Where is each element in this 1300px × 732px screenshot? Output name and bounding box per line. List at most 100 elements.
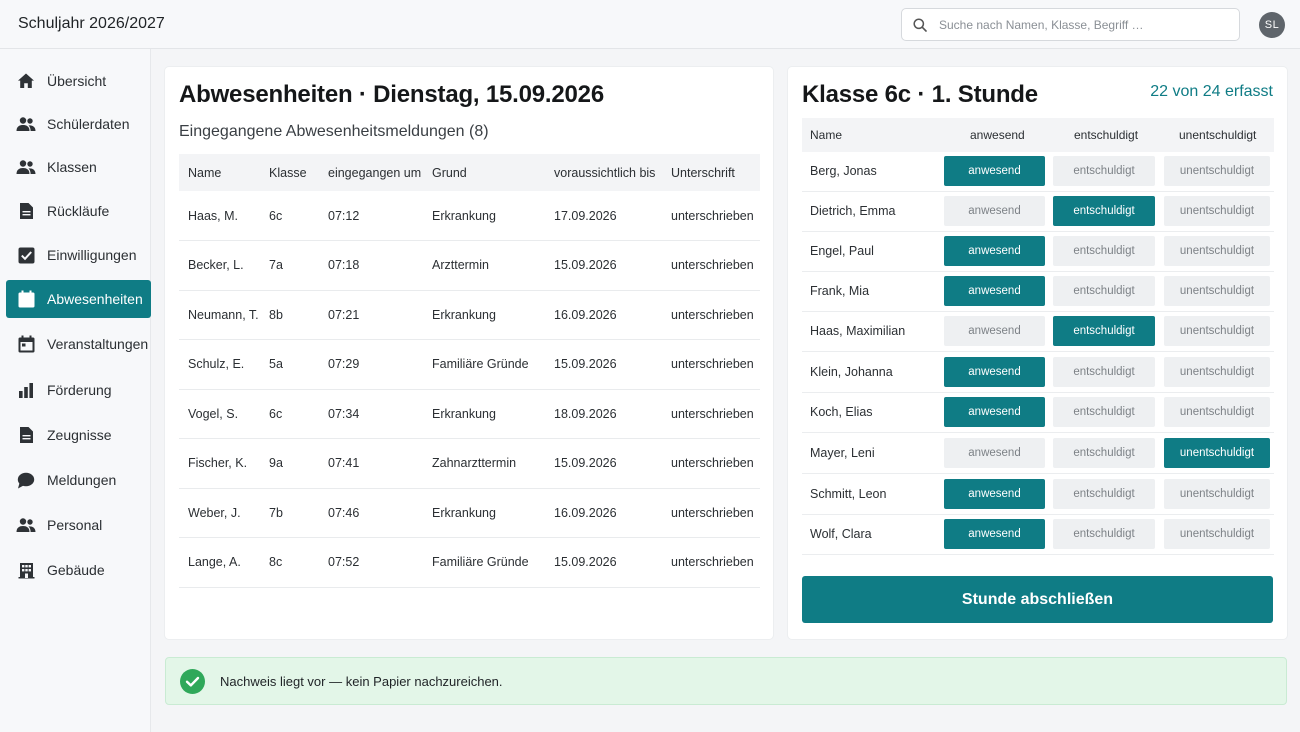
cell-class: 5a	[260, 339, 319, 390]
status-unexcused-button[interactable]: unentschuldigt	[1164, 316, 1270, 346]
sidebar-item-foerderung[interactable]: Förderung	[6, 371, 151, 409]
attendance-row: Klein, Johanna anwesend entschuldigt unents…	[802, 353, 1274, 393]
status-present-button[interactable]: anwesend	[944, 316, 1045, 346]
cell-until: 15.09.2026	[545, 339, 662, 390]
attendance-row: Engel, Paul anwesend entschuldigt unentschu…	[802, 232, 1274, 272]
status-present-button[interactable]: anwesend	[944, 236, 1045, 266]
status-present-button[interactable]: anwesend	[944, 438, 1045, 468]
building-icon	[16, 560, 36, 580]
status-unexcused-button[interactable]: unentschuldigt	[1164, 479, 1270, 509]
sidebar-item-gebaeude[interactable]: Gebäude	[6, 551, 151, 589]
document-icon	[16, 425, 36, 445]
sidebar-item-label: Schülerdaten	[47, 116, 130, 132]
status-excused-button[interactable]: entschuldigt	[1053, 357, 1155, 387]
status-present-button[interactable]: anwesend	[944, 196, 1045, 226]
student-name: Dietrich, Emma	[810, 204, 896, 218]
people-icon	[16, 157, 36, 177]
student-name: Koch, Elias	[810, 405, 873, 419]
student-name: Haas, Maximilian	[810, 324, 906, 338]
sidebar-item-schuelerdaten[interactable]: Schülerdaten	[6, 105, 151, 143]
cell-name: Vogel, S.	[179, 389, 260, 439]
student-name: Engel, Paul	[810, 244, 874, 258]
table-row[interactable]: Vogel, S. 6c 07:34 Erkrankung 18.09.2026 unte…	[179, 389, 760, 439]
search-box[interactable]	[901, 8, 1240, 41]
table-row[interactable]: Neumann, T. 8b 07:21 Erkrankung 16.09.2026 un…	[179, 290, 760, 340]
cell-signature: unterschrieben	[662, 537, 760, 588]
status-excused-button[interactable]: entschuldigt	[1053, 397, 1155, 427]
finish-lesson-button[interactable]: Stunde abschließen	[802, 576, 1273, 623]
column-header[interactable]: voraussichtlich bis	[545, 154, 662, 191]
sidebar-item-veranstaltungen[interactable]: Veranstaltungen	[6, 325, 151, 363]
sidebar-item-uebersicht[interactable]: Übersicht	[6, 62, 151, 100]
table-row[interactable]: Weber, J. 7b 07:46 Erkrankung 16.09.2026 unte…	[179, 488, 760, 538]
table-row[interactable]: Haas, M. 6c 07:12 Erkrankung 17.09.2026 unter…	[179, 191, 760, 241]
sidebar-item-zeugnisse[interactable]: Zeugnisse	[6, 416, 151, 454]
status-present-button[interactable]: anwesend	[944, 357, 1045, 387]
cell-until: 18.09.2026	[545, 389, 662, 439]
table-row[interactable]: Schulz, E. 5a 07:29 Familiäre Gründe 15.09.2…	[179, 339, 760, 390]
status-excused-button[interactable]: entschuldigt	[1053, 519, 1155, 549]
status-unexcused-button[interactable]: unentschuldigt	[1164, 519, 1270, 549]
sidebar-item-label: Meldungen	[47, 472, 117, 488]
status-excused-button[interactable]: entschuldigt	[1053, 479, 1155, 509]
user-avatar[interactable]: SL	[1259, 12, 1285, 38]
status-present-button[interactable]: anwesend	[944, 397, 1045, 427]
sidebar: Übersicht Schülerdaten Klassen Rückläufe…	[0, 49, 151, 732]
status-present-button[interactable]: anwesend	[944, 156, 1045, 186]
attendance-row: Wolf, Clara anwesend entschuldigt unentschu…	[802, 515, 1274, 555]
sidebar-item-meldungen[interactable]: Meldungen	[6, 461, 151, 499]
status-unexcused-button[interactable]: unentschuldigt	[1164, 438, 1270, 468]
table-row[interactable]: Becker, L. 7a 07:18 Arzttermin 15.09.2026 unt…	[179, 240, 760, 291]
student-name: Schmitt, Leon	[810, 487, 887, 501]
status-unexcused-button[interactable]: unentschuldigt	[1164, 236, 1270, 266]
cell-reason: Erkrankung	[423, 290, 545, 340]
table-row[interactable]: Fischer, K. 9a 07:41 Zahnarzttermin 15.09.20…	[179, 438, 760, 489]
student-name: Berg, Jonas	[810, 164, 877, 178]
cell-time: 07:34	[319, 389, 423, 439]
status-present-button[interactable]: anwesend	[944, 479, 1045, 509]
sidebar-item-einwilligungen[interactable]: Einwilligungen	[6, 236, 151, 274]
status-unexcused-button[interactable]: unentschuldigt	[1164, 156, 1270, 186]
status-excused-button[interactable]: entschuldigt	[1053, 156, 1155, 186]
home-icon	[16, 71, 36, 91]
search-input[interactable]	[939, 15, 1229, 35]
sidebar-item-klassen[interactable]: Klassen	[6, 148, 151, 186]
table-row[interactable]: Lange, A. 8c 07:52 Familiäre Gründe 15.09.20…	[179, 537, 760, 588]
cell-reason: Erkrankung	[423, 389, 545, 439]
status-unexcused-button[interactable]: unentschuldigt	[1164, 196, 1270, 226]
status-unexcused-button[interactable]: unentschuldigt	[1164, 397, 1270, 427]
status-unexcused-button[interactable]: unentschuldigt	[1164, 276, 1270, 306]
status-excused-button[interactable]: entschuldigt	[1053, 236, 1155, 266]
student-name: Mayer, Leni	[810, 446, 875, 460]
cell-time: 07:52	[319, 537, 423, 588]
chat-bubble-icon	[16, 470, 36, 490]
sidebar-item-abwesenheiten[interactable]: Abwesenheiten	[6, 280, 151, 318]
status-unexcused-button[interactable]: unentschuldigt	[1164, 357, 1270, 387]
success-notice: Nachweis liegt vor — kein Papier nachzur…	[165, 657, 1287, 705]
absences-panel: Abwesenheiten · Dienstag, 15.09.2026 Ein…	[165, 67, 773, 639]
absences-subtitle: Eingegangene Abwesenheitsmeldungen (8)	[179, 123, 489, 140]
page-title: Abwesenheiten · Dienstag, 15.09.2026	[179, 81, 604, 108]
status-present-button[interactable]: anwesend	[944, 276, 1045, 306]
sidebar-item-label: Klassen	[47, 159, 97, 175]
cell-class: 6c	[260, 389, 319, 439]
cell-class: 7b	[260, 488, 319, 538]
status-present-button[interactable]: anwesend	[944, 519, 1045, 549]
cell-class: 6c	[260, 191, 319, 241]
cell-signature: unterschrieben	[662, 488, 760, 538]
cell-until: 17.09.2026	[545, 191, 662, 241]
sidebar-item-ruecklaeufe[interactable]: Rückläufe	[6, 192, 151, 230]
column-header[interactable]: Klasse	[260, 154, 319, 191]
column-header[interactable]: Name	[179, 154, 260, 191]
column-header[interactable]: Unterschrift	[662, 154, 760, 191]
status-excused-button[interactable]: entschuldigt	[1053, 316, 1155, 346]
column-header: unentschuldigt	[1179, 128, 1257, 142]
sidebar-item-personal[interactable]: Personal	[6, 506, 151, 544]
column-header[interactable]: Grund	[423, 154, 545, 191]
status-excused-button[interactable]: entschuldigt	[1053, 196, 1155, 226]
column-header[interactable]: eingegangen um	[319, 154, 423, 191]
status-excused-button[interactable]: entschuldigt	[1053, 438, 1155, 468]
cell-until: 15.09.2026	[545, 438, 662, 489]
cell-until: 15.09.2026	[545, 537, 662, 588]
status-excused-button[interactable]: entschuldigt	[1053, 276, 1155, 306]
